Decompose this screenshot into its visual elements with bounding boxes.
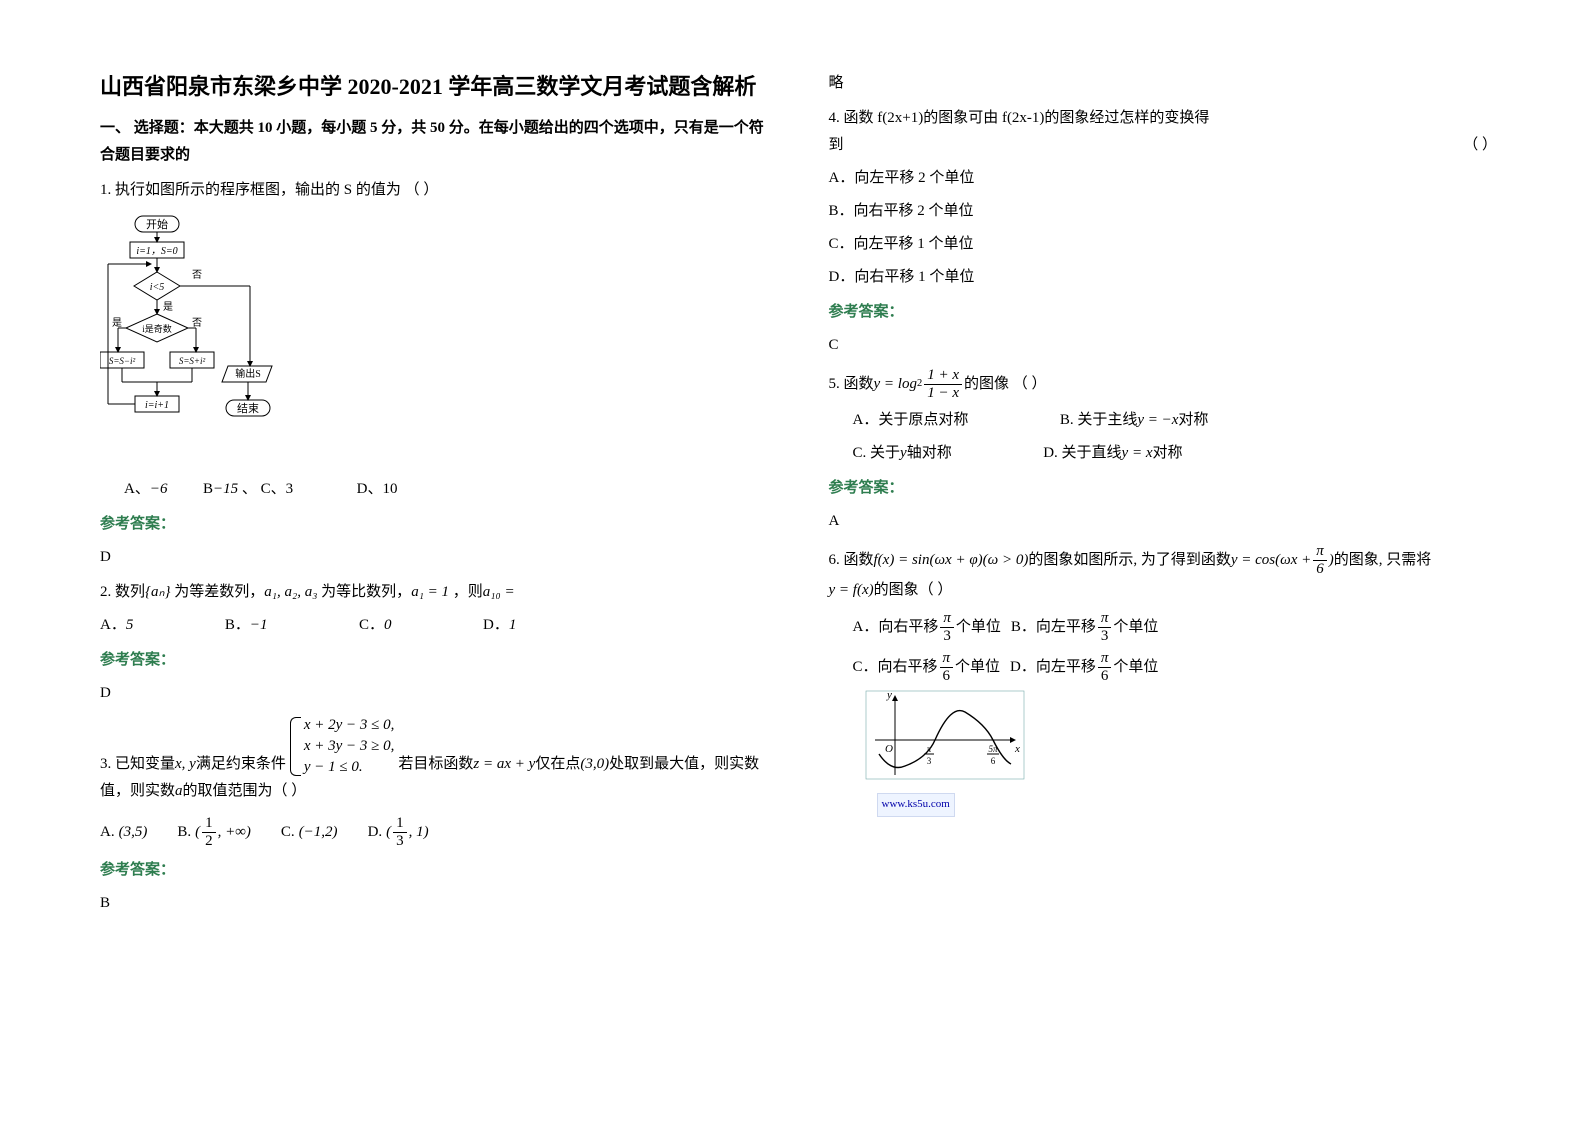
svg-text:是: 是 (163, 301, 173, 313)
q1-text: 1. 执行如图所示的程序框图，输出的 S 的值为 （ ） (100, 177, 769, 204)
svg-text:i=i+1: i=i+1 (145, 400, 169, 411)
q3-options: A.(3,5) B. (12, +∞) C.(−1,2) D. (13, 1) (100, 815, 769, 849)
q3-ref: 参考答案： (100, 857, 769, 884)
q3-answer: B (100, 890, 769, 917)
svg-text:5π: 5π (988, 744, 998, 754)
svg-text:否: 否 (192, 269, 202, 281)
right-column: 略 4. 函数 f(2x+1)的图象可由 f(2x-1)的图象经过怎样的变换得 … (829, 70, 1498, 1082)
q3-text: 3. 已知变量x, y满足约束条件 x + 2y − 3 ≤ 0, x + 3y… (100, 715, 769, 778)
left-column: 山西省阳泉市东梁乡中学 2020-2021 学年高三数学文月考试题含解析 一、 … (100, 70, 769, 1082)
svg-text:S=S−i²: S=S−i² (109, 356, 136, 366)
svg-text:是: 是 (112, 317, 122, 329)
page-title: 山西省阳泉市东梁乡中学 2020-2021 学年高三数学文月考试题含解析 (100, 70, 769, 103)
svg-text:x: x (1014, 743, 1020, 755)
svg-text:i是奇数: i是奇数 (142, 323, 172, 334)
question-3: 3. 已知变量x, y满足约束条件 x + 2y − 3 ≤ 0, x + 3y… (100, 715, 769, 917)
svg-text:i=1，S=0: i=1，S=0 (136, 246, 177, 257)
q1-answer: D (100, 544, 769, 571)
watermark: www.ks5u.com (877, 793, 955, 817)
question-6: 6. 函数 f(x) = sin(ωx + φ)(ω > 0) 的图象如图所示,… (829, 543, 1498, 817)
svg-text:输出S: 输出S (235, 367, 261, 380)
sine-svg: y x O π 3 5π 6 (865, 690, 1025, 780)
flowchart-svg: 开始 i=1，S=0 i<5 否 是 i是奇数 是 否 (100, 214, 300, 454)
flowchart: 开始 i=1，S=0 i<5 否 是 i是奇数 是 否 (100, 214, 300, 454)
sine-graph: y x O π 3 5π 6 (865, 690, 1498, 790)
svg-text:6: 6 (990, 756, 995, 766)
svg-text:3: 3 (926, 756, 931, 766)
q2-answer: D (100, 680, 769, 707)
svg-text:否: 否 (192, 317, 202, 329)
question-1: 1. 执行如图所示的程序框图，输出的 S 的值为 （ ） 开始 i=1，S=0 (100, 177, 769, 571)
svg-text:S=S+i²: S=S+i² (179, 356, 206, 366)
svg-text:π: π (926, 744, 931, 754)
section-heading: 一、 选择题：本大题共 10 小题，每小题 5 分，共 50 分。在每小题给出的… (100, 115, 769, 169)
svg-text:结束: 结束 (237, 402, 259, 415)
q1-ref: 参考答案： (100, 511, 769, 538)
svg-text:O: O (885, 743, 893, 755)
svg-text:i<5: i<5 (150, 282, 165, 293)
question-2: 2. 数列{aₙ} 为等差数列，a₁, a₂, a₃ 为等比数列，a₁ = 1 … (100, 579, 769, 707)
omit-text: 略 (829, 70, 1498, 97)
q2-text: 2. 数列{aₙ} 为等差数列，a₁, a₂, a₃ 为等比数列，a₁ = 1 … (100, 579, 769, 606)
question-4: 4. 函数 f(2x+1)的图象可由 f(2x-1)的图象经过怎样的变换得 到 … (829, 105, 1498, 359)
question-5: 5. 函数 y = log2 1 + x1 − x 的图像 （ ） A．关于原点… (829, 367, 1498, 535)
svg-text:y: y (886, 690, 892, 701)
q2-options: A．5 B．−1 C．0 D．1 (100, 612, 769, 639)
q2-ref: 参考答案： (100, 647, 769, 674)
piecewise-constraint: x + 2y − 3 ≤ 0, x + 3y − 3 ≥ 0, y − 1 ≤ … (290, 715, 395, 778)
svg-text:开始: 开始 (146, 217, 168, 231)
q1-options: A、−6 B−15 、 C、3 D、10 (100, 476, 769, 503)
